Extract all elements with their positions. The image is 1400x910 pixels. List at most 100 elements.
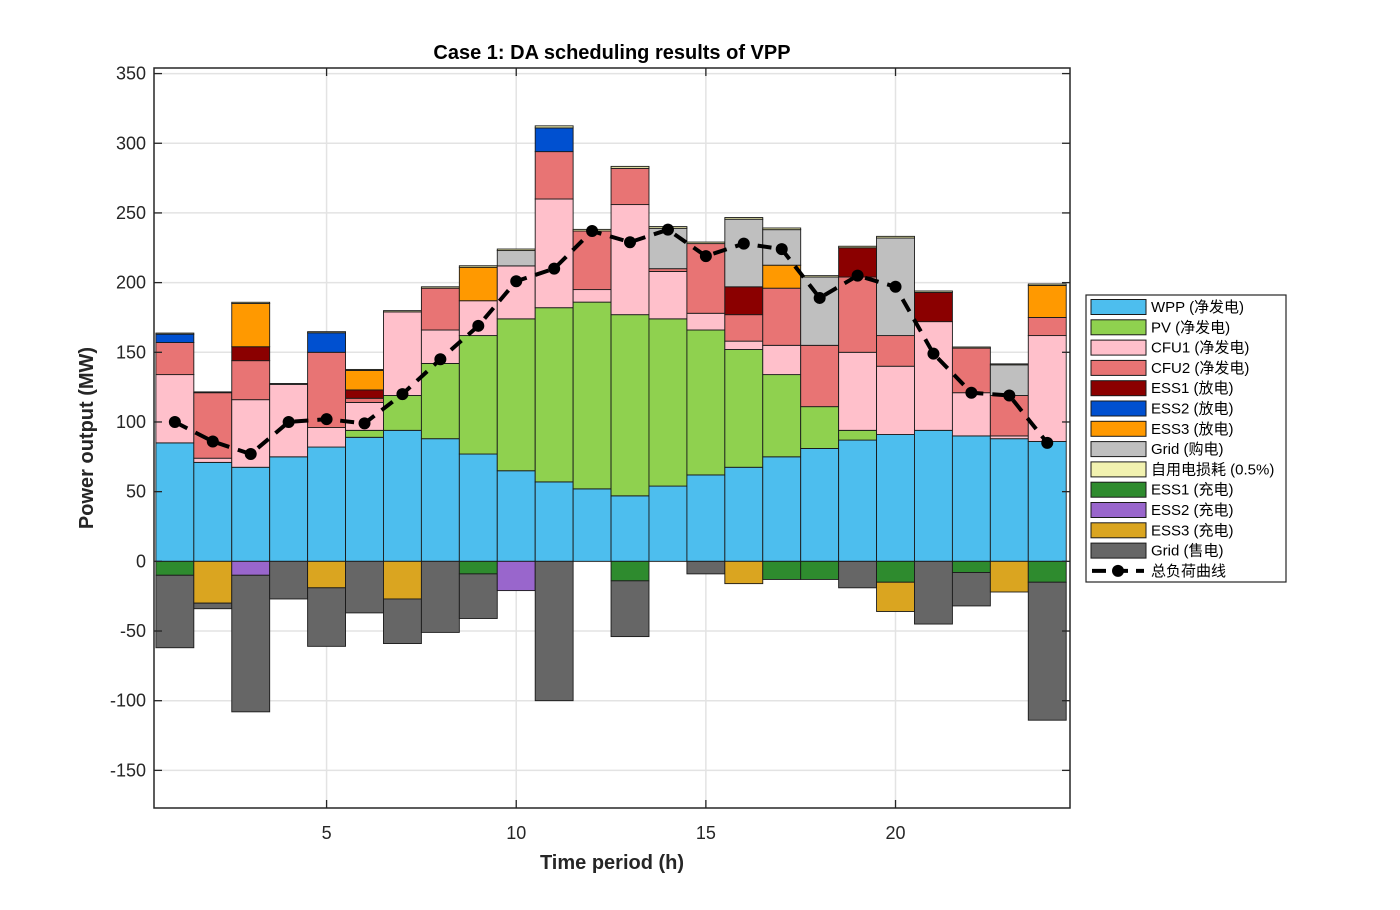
bar-segment-grid-neg (1027, 581, 1067, 721)
bar-segment-cfu1 (724, 340, 764, 350)
bar-segment-wpp (231, 466, 271, 562)
bar-segment-grid-neg (420, 560, 460, 633)
bar-segment-pv (800, 406, 840, 449)
bar-segment-wpp (876, 434, 915, 562)
bar-segment-0-5 (838, 245, 878, 249)
bar-segment-wpp (724, 466, 764, 562)
y-tick-label: 100 (116, 412, 146, 432)
bar-segment-ess3-neg (307, 560, 346, 589)
bar-segment-pv (648, 318, 688, 487)
total-load-marker (244, 448, 257, 461)
legend-swatch (1090, 339, 1147, 356)
bar-segment-0-5 (269, 383, 309, 385)
legend-swatch (1090, 502, 1147, 518)
bar-segment-pv (345, 429, 384, 438)
x-tick-label: 15 (696, 823, 716, 843)
bar-segment-0-5 (345, 368, 384, 371)
x-axis-label: Time period (h) (540, 852, 684, 874)
total-load-marker (889, 280, 902, 293)
bar-segment-pv (534, 307, 574, 483)
x-tick-label: 20 (886, 823, 906, 843)
legend-swatch (1090, 481, 1147, 498)
bar-segment-0-5 (420, 286, 460, 289)
bar-segment-grid (800, 276, 840, 346)
bar-segment-0-5 (307, 331, 346, 334)
x-tick-label: 5 (322, 823, 332, 843)
bar-segment-grid-neg (838, 560, 878, 589)
legend-label: CFU2 (净发电) (1151, 360, 1249, 377)
legend-label: 总负荷曲线 (1151, 563, 1226, 580)
total-load-marker (813, 291, 826, 304)
legend-swatch (1090, 461, 1147, 478)
bar-segment-grid (496, 250, 536, 267)
bar-segment-cfu2 (610, 167, 650, 206)
legend-item: Grid (购电) (1090, 441, 1224, 458)
bar-segment-0-5 (876, 235, 915, 239)
bar-segment-cfu1 (610, 204, 650, 316)
bar-segment-cfu2 (876, 335, 915, 367)
y-axis-label: Power output (MW) (76, 347, 98, 529)
bar-segment-grid-neg (155, 574, 195, 649)
legend-label: ESS2 (放电) (1151, 401, 1234, 418)
y-tick-label: -150 (110, 760, 146, 780)
bar-segment-ess3 (231, 303, 271, 348)
bar-segment-pv (572, 301, 612, 490)
legend-swatch (1090, 299, 1147, 315)
bar-segment-ess1-neg (762, 560, 802, 580)
bar-segment-wpp (989, 438, 1029, 562)
total-load-marker (282, 415, 295, 428)
bar-segment-grid-neg (383, 598, 422, 645)
legend-swatch (1090, 420, 1147, 437)
total-load-marker (586, 225, 599, 238)
bar-segment-cfu1 (155, 374, 195, 444)
bar-segment-grid-neg (914, 560, 953, 625)
total-load-marker (699, 250, 712, 263)
bar-segment-ess3-neg (383, 560, 422, 600)
bar-segment-wpp (951, 435, 991, 562)
bar-segment-cfu1 (383, 311, 422, 396)
legend-item: CFU1 (净发电) (1090, 339, 1249, 357)
legend-item: WPP (净发电) (1090, 299, 1244, 316)
legend-item: PV (净发电) (1090, 319, 1230, 336)
bar-segment-0-5 (914, 290, 953, 293)
legend-label: WPP (净发电) (1151, 299, 1244, 316)
total-load-marker (206, 435, 219, 448)
bar-segment-ess1-neg (155, 560, 195, 576)
legend-label: ESS1 (充电) (1151, 482, 1234, 499)
bar-segment-cfu1 (914, 321, 953, 431)
bar-segment-wpp (800, 448, 840, 562)
bar-segment-wpp (193, 461, 233, 562)
legend-item: CFU2 (净发电) (1090, 359, 1249, 377)
y-tick-label: 150 (116, 342, 146, 362)
bar-segment-cfu2 (420, 287, 460, 331)
bar-segment-grid-neg (193, 602, 233, 610)
bar-segment-0-5 (989, 363, 1029, 366)
bar-segment-ess3 (1027, 284, 1067, 318)
total-load-marker (396, 388, 409, 401)
legend-swatch (1090, 441, 1147, 458)
bar-segment-0-5 (383, 310, 422, 313)
axis-ticks: -150 -100 -50 0 50 100 150 200 250 300 350 5 10 15 20 (110, 64, 1070, 843)
total-load-marker (510, 275, 523, 288)
total-load-marker (168, 415, 181, 428)
bar-segment-0-5 (534, 125, 574, 129)
bar-segment-pv (724, 349, 764, 468)
total-load-marker (1003, 389, 1016, 402)
bar-segment-0-5 (193, 391, 233, 394)
bar-segment-cfu2 (762, 287, 802, 346)
legend-label: ESS3 (放电) (1151, 421, 1234, 438)
total-load-marker (851, 269, 864, 282)
bar-segment-ess1-neg (458, 560, 498, 575)
total-load-marker (624, 236, 637, 249)
legend-item: ESS3 (放电) (1090, 420, 1234, 438)
bar-segment-wpp (648, 485, 688, 562)
bar-segment-0-5 (800, 275, 840, 278)
bar-segment-grid-neg (307, 587, 346, 647)
bar-segment-ess1 (231, 346, 271, 362)
bar-segment-pv (762, 374, 802, 458)
bar-segment-wpp (762, 456, 802, 562)
legend-swatch (1090, 380, 1147, 397)
bar-segment-0-5 (155, 332, 195, 335)
bar-segment-wpp (383, 429, 422, 562)
bar-segment-0-5 (724, 217, 764, 220)
